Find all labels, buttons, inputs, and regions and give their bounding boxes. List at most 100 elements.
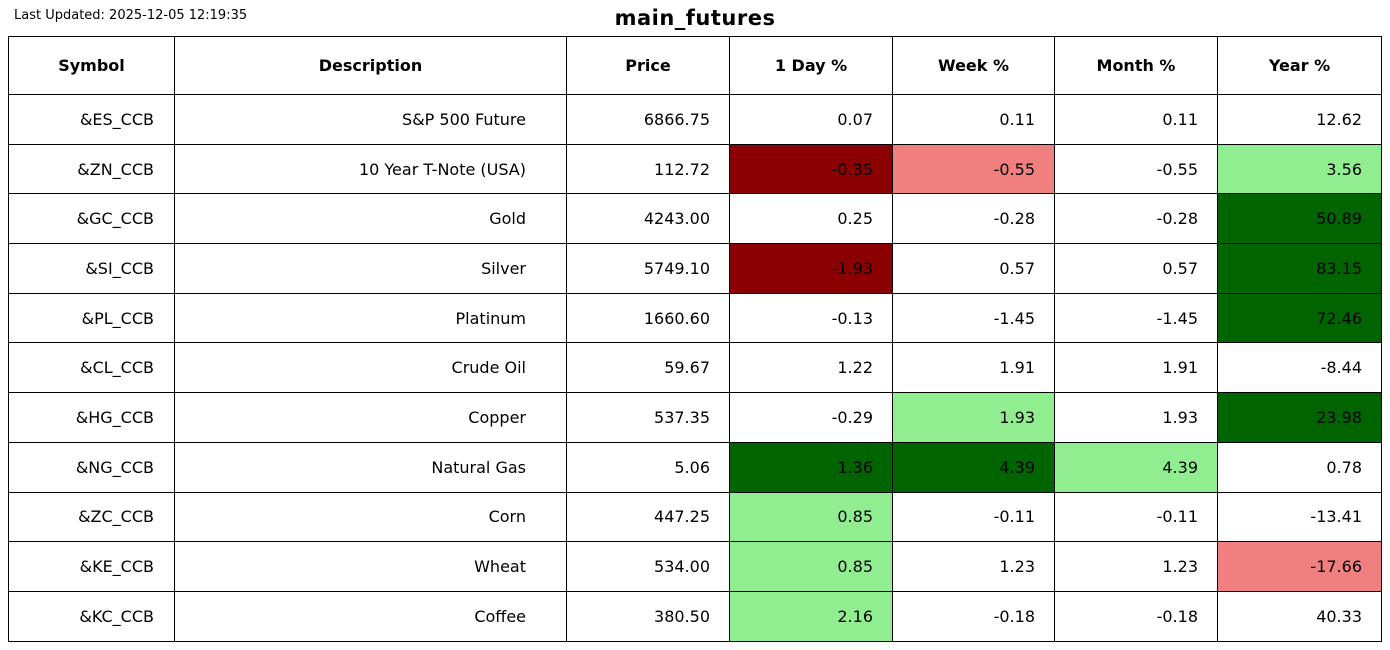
description-cell: Crude Oil xyxy=(174,342,567,394)
week-pct-cell: -0.18 xyxy=(892,590,1055,642)
price-cell: 537.35 xyxy=(566,392,730,443)
price-cell: 4243.00 xyxy=(566,193,730,245)
day-pct-cell: 0.85 xyxy=(729,541,893,592)
week-pct-cell: -0.55 xyxy=(892,143,1055,195)
table-header: Symbol Description Price 1 Day % Week % Month… xyxy=(8,36,1382,95)
year-pct-cell: 50.89 xyxy=(1217,193,1382,245)
day-pct-cell: -0.13 xyxy=(729,292,893,344)
year-pct-cell: 12.62 xyxy=(1217,94,1382,145)
month-pct-cell: 1.91 xyxy=(1054,342,1218,394)
year-pct-cell: -17.66 xyxy=(1217,541,1382,592)
description-cell: Coffee xyxy=(174,590,567,642)
table-row: &PL_CCB Platinum 1660.60 -0.13 -1.45 -1.45 72.… xyxy=(8,292,1382,344)
table-row: &NG_CCB Natural Gas 5.06 1.36 4.39 4.39 0.78 xyxy=(8,441,1382,493)
futures-table: Symbol Description Price 1 Day % Week % Month… xyxy=(8,36,1382,642)
year-pct-cell: 23.98 xyxy=(1217,392,1382,443)
description-cell: Silver xyxy=(174,243,567,294)
table-row: &KE_CCB Wheat 534.00 0.85 1.23 1.23 -17.66 xyxy=(8,541,1382,592)
year-pct-cell: 72.46 xyxy=(1217,292,1382,344)
month-pct-cell: -0.18 xyxy=(1054,590,1218,642)
week-pct-cell: 1.91 xyxy=(892,342,1055,394)
page-title: main_futures xyxy=(614,6,776,30)
description-cell: Wheat xyxy=(174,541,567,592)
year-pct-cell: 83.15 xyxy=(1217,243,1382,294)
price-cell: 380.50 xyxy=(566,590,730,642)
symbol-cell: &ZN_CCB xyxy=(8,143,175,195)
month-pct-cell: -0.55 xyxy=(1054,143,1218,195)
symbol-cell: &KC_CCB xyxy=(8,590,175,642)
table-row: &ZC_CCB Corn 447.25 0.85 -0.11 -0.11 -13.41 xyxy=(8,491,1382,543)
table-row: &KC_CCB Coffee 380.50 2.16 -0.18 -0.18 40.33 xyxy=(8,590,1382,642)
day-pct-cell: 0.85 xyxy=(729,491,893,543)
week-pct-cell: 0.57 xyxy=(892,243,1055,294)
month-pct-cell: -1.45 xyxy=(1054,292,1218,344)
symbol-cell: &SI_CCB xyxy=(8,243,175,294)
year-pct-cell: 40.33 xyxy=(1217,590,1382,642)
table-row: &CL_CCB Crude Oil 59.67 1.22 1.91 1.91 -8.44 xyxy=(8,342,1382,394)
description-cell: Copper xyxy=(174,392,567,443)
month-pct-cell: 4.39 xyxy=(1054,441,1218,493)
month-pct-cell: 0.57 xyxy=(1054,243,1218,294)
symbol-cell: &NG_CCB xyxy=(8,441,175,493)
price-cell: 5.06 xyxy=(566,441,730,493)
price-cell: 5749.10 xyxy=(566,243,730,294)
month-pct-cell: 1.23 xyxy=(1054,541,1218,592)
week-pct-cell: 1.93 xyxy=(892,392,1055,443)
description-cell: Gold xyxy=(174,193,567,245)
symbol-cell: &PL_CCB xyxy=(8,292,175,344)
description-cell: 10 Year T-Note (USA) xyxy=(174,143,567,195)
year-pct-cell: -8.44 xyxy=(1217,342,1382,394)
table-row: &SI_CCB Silver 5749.10 -1.93 0.57 0.57 83.15 xyxy=(8,243,1382,294)
month-pct-cell: 1.93 xyxy=(1054,392,1218,443)
week-pct-cell: 1.23 xyxy=(892,541,1055,592)
symbol-cell: &GC_CCB xyxy=(8,193,175,245)
day-pct-cell: 1.22 xyxy=(729,342,893,394)
price-cell: 112.72 xyxy=(566,143,730,195)
week-pct-cell: 0.11 xyxy=(892,94,1055,145)
header-cell-day-pct: 1 Day % xyxy=(729,36,893,95)
symbol-cell: &ZC_CCB xyxy=(8,491,175,543)
description-cell: S&P 500 Future xyxy=(174,94,567,145)
symbol-cell: &HG_CCB xyxy=(8,392,175,443)
year-pct-cell: -13.41 xyxy=(1217,491,1382,543)
price-cell: 534.00 xyxy=(566,541,730,592)
symbol-cell: &ES_CCB xyxy=(8,94,175,145)
day-pct-cell: 0.25 xyxy=(729,193,893,245)
header-cell-week-pct: Week % xyxy=(892,36,1055,95)
table-row: &ES_CCB S&P 500 Future 6866.75 0.07 0.11 0.11… xyxy=(8,94,1382,145)
header-cell-description: Description xyxy=(174,36,567,95)
week-pct-cell: -1.45 xyxy=(892,292,1055,344)
header-cell-price: Price xyxy=(566,36,730,95)
table-row: &HG_CCB Copper 537.35 -0.29 1.93 1.93 23.98 xyxy=(8,392,1382,443)
year-pct-cell: 3.56 xyxy=(1217,143,1382,195)
day-pct-cell: -0.35 xyxy=(729,143,893,195)
description-cell: Corn xyxy=(174,491,567,543)
price-cell: 1660.60 xyxy=(566,292,730,344)
price-cell: 447.25 xyxy=(566,491,730,543)
description-cell: Natural Gas xyxy=(174,441,567,493)
header-row: Symbol Description Price 1 Day % Week % Month… xyxy=(8,36,1382,95)
last-updated-timestamp: Last Updated: 2025-12-05 12:19:35 xyxy=(14,8,248,23)
day-pct-cell: 1.36 xyxy=(729,441,893,493)
table-row: &ZN_CCB 10 Year T-Note (USA) 112.72 -0.35 -0… xyxy=(8,143,1382,195)
table-row: &GC_CCB Gold 4243.00 0.25 -0.28 -0.28 50.89 xyxy=(8,193,1382,245)
month-pct-cell: -0.11 xyxy=(1054,491,1218,543)
day-pct-cell: -0.29 xyxy=(729,392,893,443)
week-pct-cell: -0.11 xyxy=(892,491,1055,543)
day-pct-cell: 0.07 xyxy=(729,94,893,145)
day-pct-cell: -1.93 xyxy=(729,243,893,294)
symbol-cell: &KE_CCB xyxy=(8,541,175,592)
week-pct-cell: -0.28 xyxy=(892,193,1055,245)
month-pct-cell: 0.11 xyxy=(1054,94,1218,145)
header-cell-month-pct: Month % xyxy=(1054,36,1218,95)
header-cell-year-pct: Year % xyxy=(1217,36,1382,95)
symbol-cell: &CL_CCB xyxy=(8,342,175,394)
price-cell: 59.67 xyxy=(566,342,730,394)
month-pct-cell: -0.28 xyxy=(1054,193,1218,245)
year-pct-cell: 0.78 xyxy=(1217,441,1382,493)
header-cell-symbol: Symbol xyxy=(8,36,175,95)
price-cell: 6866.75 xyxy=(566,94,730,145)
table-body: &ES_CCB S&P 500 Future 6866.75 0.07 0.11 0.11… xyxy=(8,94,1382,642)
week-pct-cell: 4.39 xyxy=(892,441,1055,493)
